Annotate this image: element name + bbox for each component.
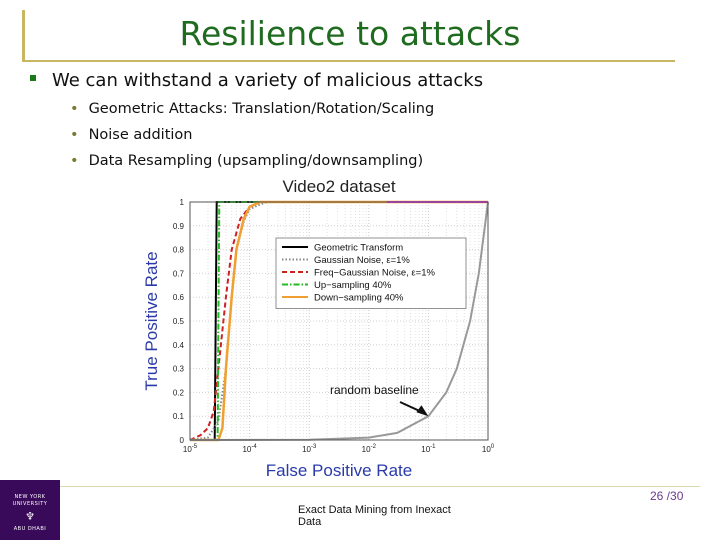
slide-title: Resilience to attacks — [179, 14, 521, 53]
chart-title: Video2 dataset — [282, 177, 395, 196]
sub-bullet-text: Noise addition — [88, 127, 193, 143]
page-number: 26 /30 — [650, 489, 684, 503]
y-tick-label: 0 — [180, 436, 185, 445]
x-tick-label: 10-2 — [362, 444, 377, 454]
logo-top-text: NEW YORK UNIVERSITY — [12, 494, 48, 507]
series-line — [190, 201, 488, 441]
torch-icon: ♆ — [25, 510, 35, 523]
chart-svg: 0 0.1 0.2 0.3 0.4 0.5 0.6 0.7 0.8 0.9 1 10-5 10-4 10-… — [142, 177, 495, 480]
x-axis-label: False Positive Rate — [266, 461, 412, 480]
y-tick-label: 0.6 — [173, 293, 185, 302]
annotation-text: random baseline — [330, 383, 419, 397]
series-line — [189, 201, 488, 441]
x-tick-label: 100 — [482, 444, 495, 454]
main-bullet: We can withstand a variety of malicious … — [30, 70, 483, 91]
y-tick-label: 0.1 — [173, 412, 185, 421]
annotation-arrowhead — [416, 405, 429, 417]
plot-frame — [189, 201, 489, 441]
y-axis-label: True Positive Rate — [142, 251, 161, 390]
y-tick-label: 0.4 — [173, 341, 185, 350]
sub-bullet: • Geometric Attacks: Translation/Rotation… — [70, 101, 434, 117]
legend-label: Geometric Transform — [314, 243, 403, 254]
series-line — [190, 200, 488, 442]
series-line — [189, 201, 489, 441]
legend-label: Freq−Gaussian Noise, ε=1% — [314, 268, 435, 279]
y-tick-label: 0.9 — [173, 222, 185, 231]
y-tick-label: 0.5 — [173, 317, 185, 326]
x-tick-label: 10-3 — [302, 444, 317, 454]
y-tick-label: 1 — [180, 198, 185, 207]
footer-text: Exact Data Mining from Inexact Data — [298, 504, 498, 528]
sub-bullet: • Noise addition — [70, 127, 193, 143]
bullet-dot-icon: • — [70, 101, 79, 117]
university-logo: NEW YORK UNIVERSITY ♆ ABU DHABI — [0, 480, 60, 540]
title-bar: Resilience to attacks — [22, 10, 675, 62]
sub-bullet-text: Data Resampling (upsampling/downsampling… — [88, 153, 424, 169]
footer-line: Data — [298, 516, 322, 528]
legend-label: Gaussian Noise, ε=1% — [314, 255, 410, 266]
y-tick-label: 0.7 — [173, 269, 185, 278]
bullet-dot-icon: • — [70, 153, 79, 169]
bullet-square-icon — [30, 75, 36, 81]
y-tick-label: 0.8 — [173, 246, 185, 255]
y-tick-label: 0.3 — [173, 365, 185, 374]
x-tick-label: 10-4 — [242, 444, 257, 454]
sub-bullet: • Data Resampling (upsampling/downsamplin… — [70, 153, 423, 169]
main-bullet-text: We can withstand a variety of malicious … — [52, 70, 484, 91]
legend-label: Up−sampling 40% — [314, 280, 392, 291]
x-tick-label: 10-1 — [421, 444, 436, 454]
y-tick-label: 0.2 — [173, 388, 185, 397]
footer-rule — [60, 486, 700, 487]
roc-chart: 0 0.1 0.2 0.3 0.4 0.5 0.6 0.7 0.8 0.9 1 10-5 10-4 10-… — [140, 172, 500, 486]
bullet-dot-icon: • — [70, 127, 79, 143]
annotation-layer: random baseline — [330, 383, 429, 417]
x-tick-label: 10-5 — [183, 444, 198, 454]
sub-bullet-text: Geometric Attacks: Translation/Rotation/… — [88, 101, 435, 117]
logo-bottom-text: ABU DHABI — [13, 526, 47, 532]
ticks-layer: 0 0.1 0.2 0.3 0.4 0.5 0.6 0.7 0.8 0.9 1 10-5 10-4 10-… — [173, 198, 495, 454]
footer-line: Exact Data Mining from Inexact — [298, 504, 451, 516]
legend-label: Down−sampling 40% — [314, 293, 404, 304]
